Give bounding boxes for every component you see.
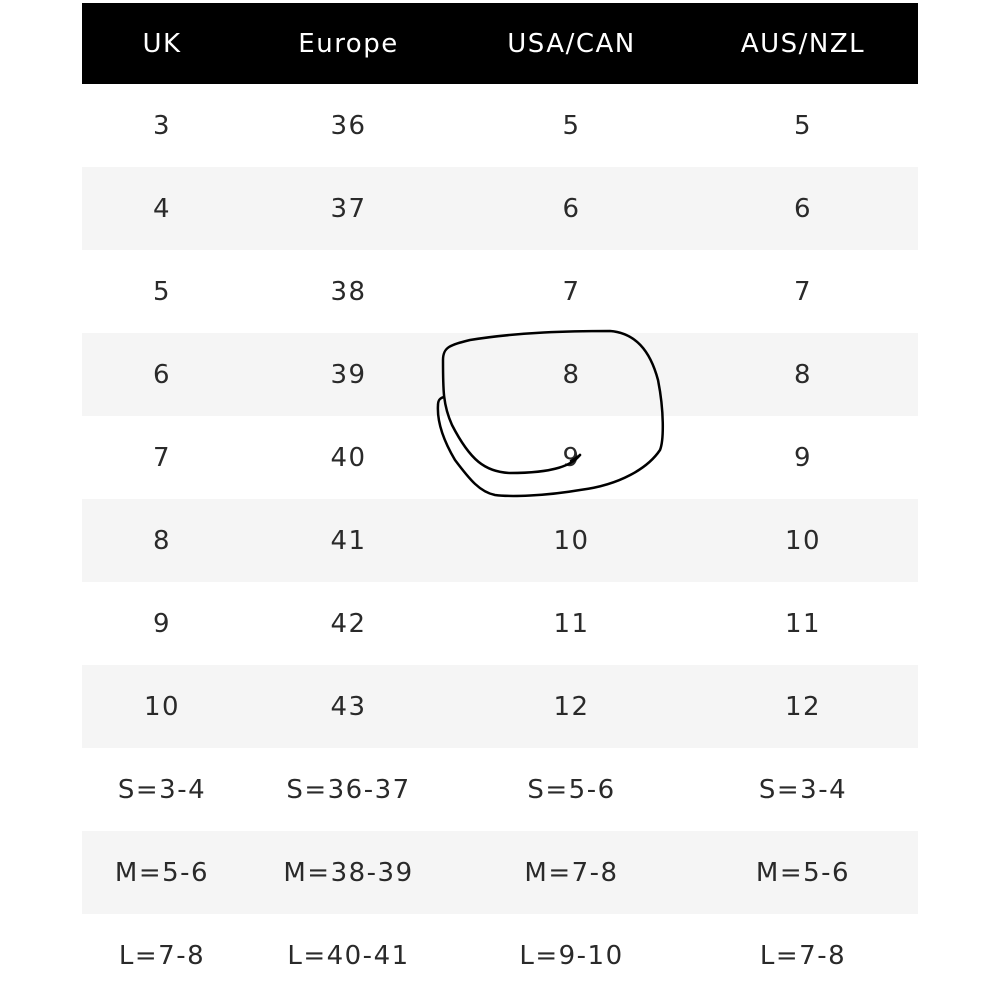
- table-cell: 6: [152, 359, 172, 390]
- table-cell: 12: [553, 691, 590, 722]
- table-cell: 40: [330, 442, 367, 473]
- table-cell: S=5-6: [527, 774, 616, 805]
- table-cell: L=7-8: [118, 940, 206, 971]
- table-cell: 10: [553, 525, 590, 556]
- table-cell: 3: [152, 110, 172, 141]
- table-cell: 6: [562, 193, 581, 224]
- table-cell: 12: [784, 691, 822, 722]
- table-cell: 37: [330, 193, 367, 224]
- table-cell: 41: [330, 525, 367, 556]
- table-row: 8 41 10 10: [82, 499, 918, 582]
- table-cell: 8: [793, 359, 813, 390]
- table-cell: 38: [330, 276, 367, 307]
- table-row: 7 40 9 9: [82, 416, 918, 499]
- table-cell: 9: [152, 608, 172, 639]
- table-cell: 6: [793, 193, 813, 224]
- table-cell: 9: [793, 442, 813, 473]
- size-chart-table: UK Europe USA/CAN AUS/NZL 3 36 5 5 4 37 6 6 5 38 7…: [82, 3, 918, 997]
- table-cell: L=7-8: [759, 940, 847, 971]
- table-cell: 42: [330, 608, 367, 639]
- table-cell: 8: [152, 525, 172, 556]
- header-uk: UK: [142, 28, 182, 59]
- table-cell: S=3-4: [117, 774, 207, 805]
- table-body: 3 36 5 5 4 37 6 6 5 38 7 7 6 39 8 8 7 40 9 9 8 41 10 10 9 42 11 11 1…: [82, 84, 918, 997]
- table-cell: 9: [562, 442, 581, 473]
- table-cell: 5: [562, 110, 581, 141]
- table-cell: 43: [330, 691, 367, 722]
- table-row: S=3-4 S=36-37 S=5-6 S=3-4: [82, 748, 918, 831]
- table-row: L=7-8 L=40-41 L=9-10 L=7-8: [82, 914, 918, 997]
- table-cell: 4: [152, 193, 172, 224]
- table-cell: 7: [562, 276, 581, 307]
- header-europe: Europe: [298, 28, 399, 59]
- table-cell: L=9-10: [519, 940, 624, 971]
- table-row: 9 42 11 11: [82, 582, 918, 665]
- table-cell: 10: [143, 691, 181, 722]
- table-cell: 10: [784, 525, 822, 556]
- header-usa-can: USA/CAN: [507, 28, 636, 59]
- header-aus-nzl: AUS/NZL: [740, 28, 866, 59]
- table-cell: 5: [152, 276, 172, 307]
- table-cell: 39: [330, 359, 367, 390]
- table-cell: L=40-41: [287, 940, 410, 971]
- table-row: 10 43 12 12: [82, 665, 918, 748]
- table-cell: 5: [793, 110, 813, 141]
- table-cell: 7: [793, 276, 813, 307]
- table-cell: M=5-6: [755, 857, 851, 888]
- table-cell: 8: [562, 359, 581, 390]
- table-row: 4 37 6 6: [82, 167, 918, 250]
- table-cell: M=7-8: [524, 857, 619, 888]
- table-cell: M=38-39: [283, 857, 414, 888]
- table-row: 3 36 5 5: [82, 84, 918, 167]
- table-row: 6 39 8 8: [82, 333, 918, 416]
- table-cell: 11: [784, 608, 822, 639]
- table-header: UK Europe USA/CAN AUS/NZL: [82, 3, 918, 84]
- table-row: M=5-6 M=38-39 M=7-8 M=5-6: [82, 831, 918, 914]
- table-cell: S=3-4: [758, 774, 848, 805]
- table-cell: 11: [553, 608, 590, 639]
- table-cell: 36: [330, 110, 367, 141]
- table-row: 5 38 7 7: [82, 250, 918, 333]
- table-cell: M=5-6: [114, 857, 210, 888]
- table-cell: 7: [152, 442, 172, 473]
- table-cell: S=36-37: [286, 774, 411, 805]
